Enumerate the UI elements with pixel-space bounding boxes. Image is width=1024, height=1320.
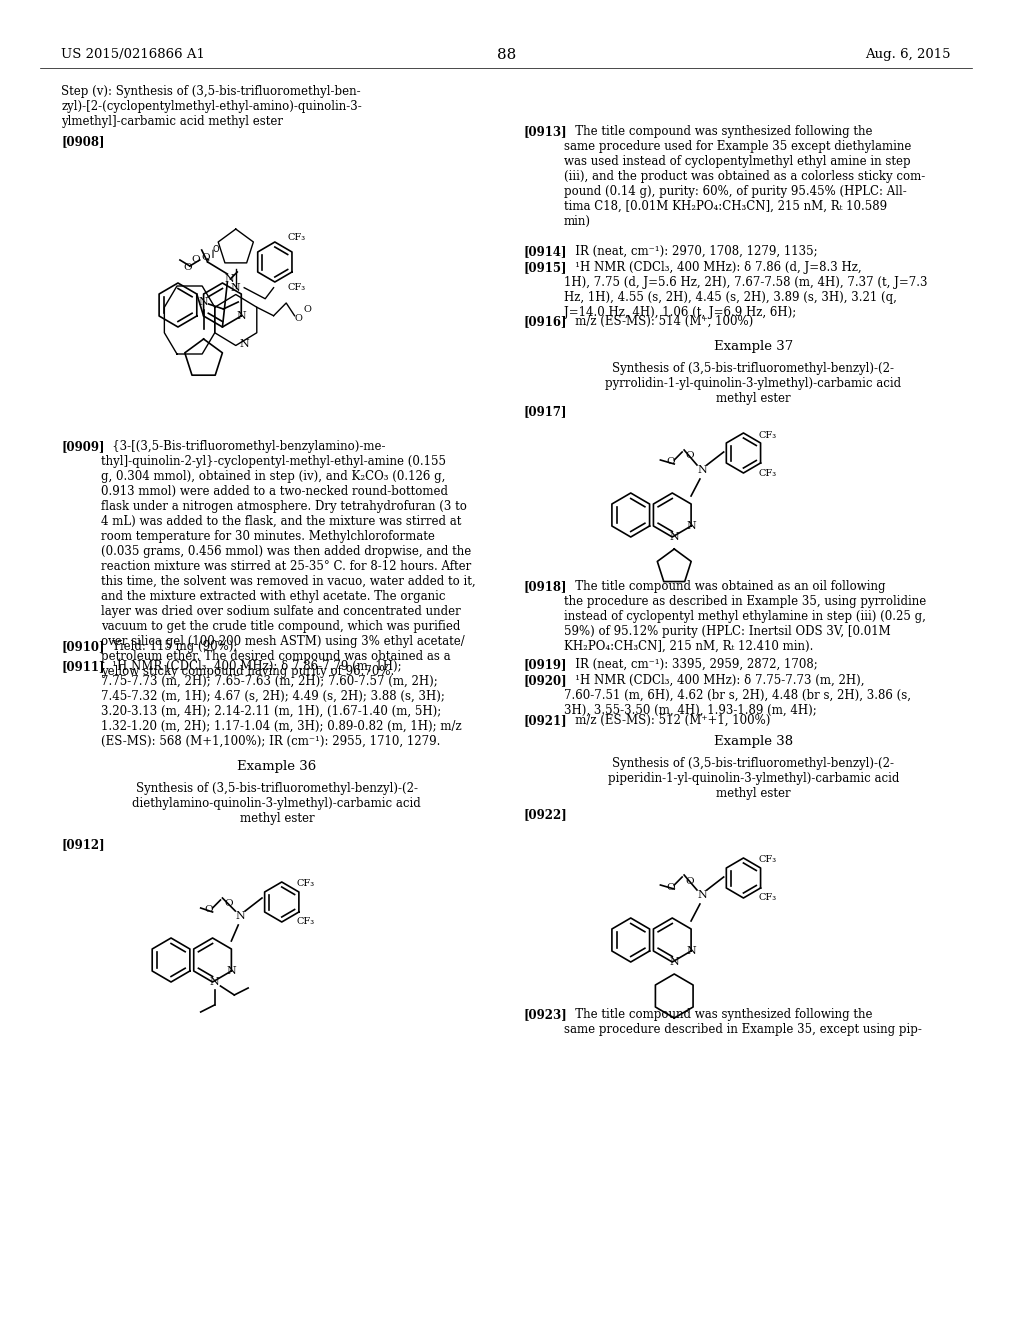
Text: N: N bbox=[224, 275, 234, 284]
Text: O: O bbox=[204, 906, 213, 915]
Text: N: N bbox=[210, 977, 219, 987]
Text: N: N bbox=[686, 521, 696, 531]
Text: N: N bbox=[686, 946, 696, 956]
Text: CF₃: CF₃ bbox=[296, 917, 314, 927]
Text: N: N bbox=[670, 532, 679, 543]
Text: ¹H NMR (CDCl₃, 400 MHz): δ 7.86-7.79 (m, 1H);
7.75-7.73 (m, 2H); 7.65-7.63 (m, 2: ¹H NMR (CDCl₃, 400 MHz): δ 7.86-7.79 (m,… bbox=[100, 660, 462, 748]
Text: [0914]: [0914] bbox=[524, 246, 567, 257]
Text: O: O bbox=[183, 263, 193, 272]
Text: Example 37: Example 37 bbox=[714, 341, 793, 352]
Text: IR (neat, cm⁻¹): 3395, 2959, 2872, 1708;: IR (neat, cm⁻¹): 3395, 2959, 2872, 1708; bbox=[563, 657, 817, 671]
Text: N: N bbox=[230, 282, 241, 293]
Text: CF₃: CF₃ bbox=[288, 232, 305, 242]
Text: [0915]: [0915] bbox=[524, 261, 567, 275]
Text: N: N bbox=[199, 297, 209, 308]
Text: [0908]: [0908] bbox=[61, 135, 104, 148]
Text: IR (neat, cm⁻¹): 2970, 1708, 1279, 1135;: IR (neat, cm⁻¹): 2970, 1708, 1279, 1135; bbox=[563, 246, 817, 257]
Text: O: O bbox=[666, 883, 675, 891]
Text: Synthesis of (3,5-bis-trifluoromethyl-benzyl)-(2-
pyrrolidin-1-yl-quinolin-3-ylm: Synthesis of (3,5-bis-trifluoromethyl-be… bbox=[605, 362, 901, 405]
Text: CF₃: CF₃ bbox=[758, 855, 776, 865]
Text: CF₃: CF₃ bbox=[758, 430, 776, 440]
Text: The title compound was synthesized following the
same procedure used for Example: The title compound was synthesized follo… bbox=[563, 125, 925, 228]
Text: O: O bbox=[686, 451, 694, 461]
Text: Yield: 115 mg (90%);: Yield: 115 mg (90%); bbox=[100, 640, 238, 653]
Text: CF₃: CF₃ bbox=[758, 894, 776, 903]
Text: m/z (ES-MS): 514 (M⁺, 100%): m/z (ES-MS): 514 (M⁺, 100%) bbox=[563, 315, 753, 327]
Text: The title compound was synthesized following the
same procedure described in Exa: The title compound was synthesized follo… bbox=[563, 1008, 922, 1036]
Text: m/z (ES-MS): 512 (M⁺+1, 100%): m/z (ES-MS): 512 (M⁺+1, 100%) bbox=[563, 714, 770, 727]
Text: O: O bbox=[224, 899, 232, 908]
Text: {3-[(3,5-Bis-trifluoromethyl-benzylamino)-me-
thyl]-quinolin-2-yl}-cyclopentyl-m: {3-[(3,5-Bis-trifluoromethyl-benzylamino… bbox=[100, 440, 475, 678]
Text: O: O bbox=[686, 876, 694, 886]
Text: ¹H NMR (CDCl₃, 400 MHz): δ 7.75-7.73 (m, 2H),
7.60-7.51 (m, 6H), 4.62 (br s, 2H): ¹H NMR (CDCl₃, 400 MHz): δ 7.75-7.73 (m,… bbox=[563, 675, 910, 717]
Text: Example 38: Example 38 bbox=[714, 735, 793, 748]
Text: N: N bbox=[237, 312, 246, 321]
Text: N: N bbox=[670, 957, 679, 968]
Text: N: N bbox=[240, 339, 249, 348]
Text: CF₃: CF₃ bbox=[758, 469, 776, 478]
Text: [0923]: [0923] bbox=[524, 1008, 567, 1020]
Text: [0910]: [0910] bbox=[61, 640, 104, 653]
Text: Step (v): Synthesis of (3,5-bis-trifluoromethyl-ben-
zyl)-[2-(cyclopentylmethyl-: Step (v): Synthesis of (3,5-bis-trifluor… bbox=[61, 84, 362, 128]
Text: CF₃: CF₃ bbox=[296, 879, 314, 888]
Text: [0911]: [0911] bbox=[61, 660, 104, 673]
Text: The title compound was obtained as an oil following
the procedure as described i: The title compound was obtained as an oi… bbox=[563, 579, 926, 653]
Text: ¹H NMR (CDCl₃, 400 MHz): δ 7.86 (d, J=8.3 Hz,
1H), 7.75 (d, J=5.6 Hz, 2H), 7.67-: ¹H NMR (CDCl₃, 400 MHz): δ 7.86 (d, J=8.… bbox=[563, 261, 927, 319]
Text: O: O bbox=[295, 314, 303, 323]
Text: [0918]: [0918] bbox=[524, 579, 567, 593]
Text: [0919]: [0919] bbox=[524, 657, 567, 671]
Text: [0917]: [0917] bbox=[524, 405, 567, 418]
Text: [0921]: [0921] bbox=[524, 714, 567, 727]
Text: Aug. 6, 2015: Aug. 6, 2015 bbox=[865, 48, 951, 61]
Text: [0912]: [0912] bbox=[61, 838, 104, 851]
Text: ║: ║ bbox=[210, 249, 215, 259]
Text: O: O bbox=[666, 458, 675, 466]
Text: N: N bbox=[226, 966, 237, 975]
Text: Synthesis of (3,5-bis-trifluoromethyl-benzyl)-(2-
piperidin-1-yl-quinolin-3-ylme: Synthesis of (3,5-bis-trifluoromethyl-be… bbox=[607, 756, 899, 800]
Text: [0922]: [0922] bbox=[524, 808, 567, 821]
Text: N: N bbox=[697, 465, 707, 475]
Text: N: N bbox=[697, 890, 707, 900]
Text: US 2015/0216866 A1: US 2015/0216866 A1 bbox=[61, 48, 205, 61]
Text: [0913]: [0913] bbox=[524, 125, 567, 139]
Text: O: O bbox=[191, 255, 200, 264]
Text: [0920]: [0920] bbox=[524, 675, 567, 686]
Text: N: N bbox=[236, 911, 245, 921]
Text: CF₃: CF₃ bbox=[288, 282, 305, 292]
Text: [0909]: [0909] bbox=[61, 440, 104, 453]
Text: 88: 88 bbox=[497, 48, 516, 62]
Text: [0916]: [0916] bbox=[524, 315, 567, 327]
Text: O: O bbox=[202, 252, 210, 261]
Text: Example 36: Example 36 bbox=[238, 760, 316, 774]
Text: O: O bbox=[303, 305, 311, 314]
Text: O: O bbox=[212, 246, 219, 255]
Text: Synthesis of (3,5-bis-trifluoromethyl-benzyl)-(2-
diethylamino-quinolin-3-ylmeth: Synthesis of (3,5-bis-trifluoromethyl-be… bbox=[132, 781, 421, 825]
